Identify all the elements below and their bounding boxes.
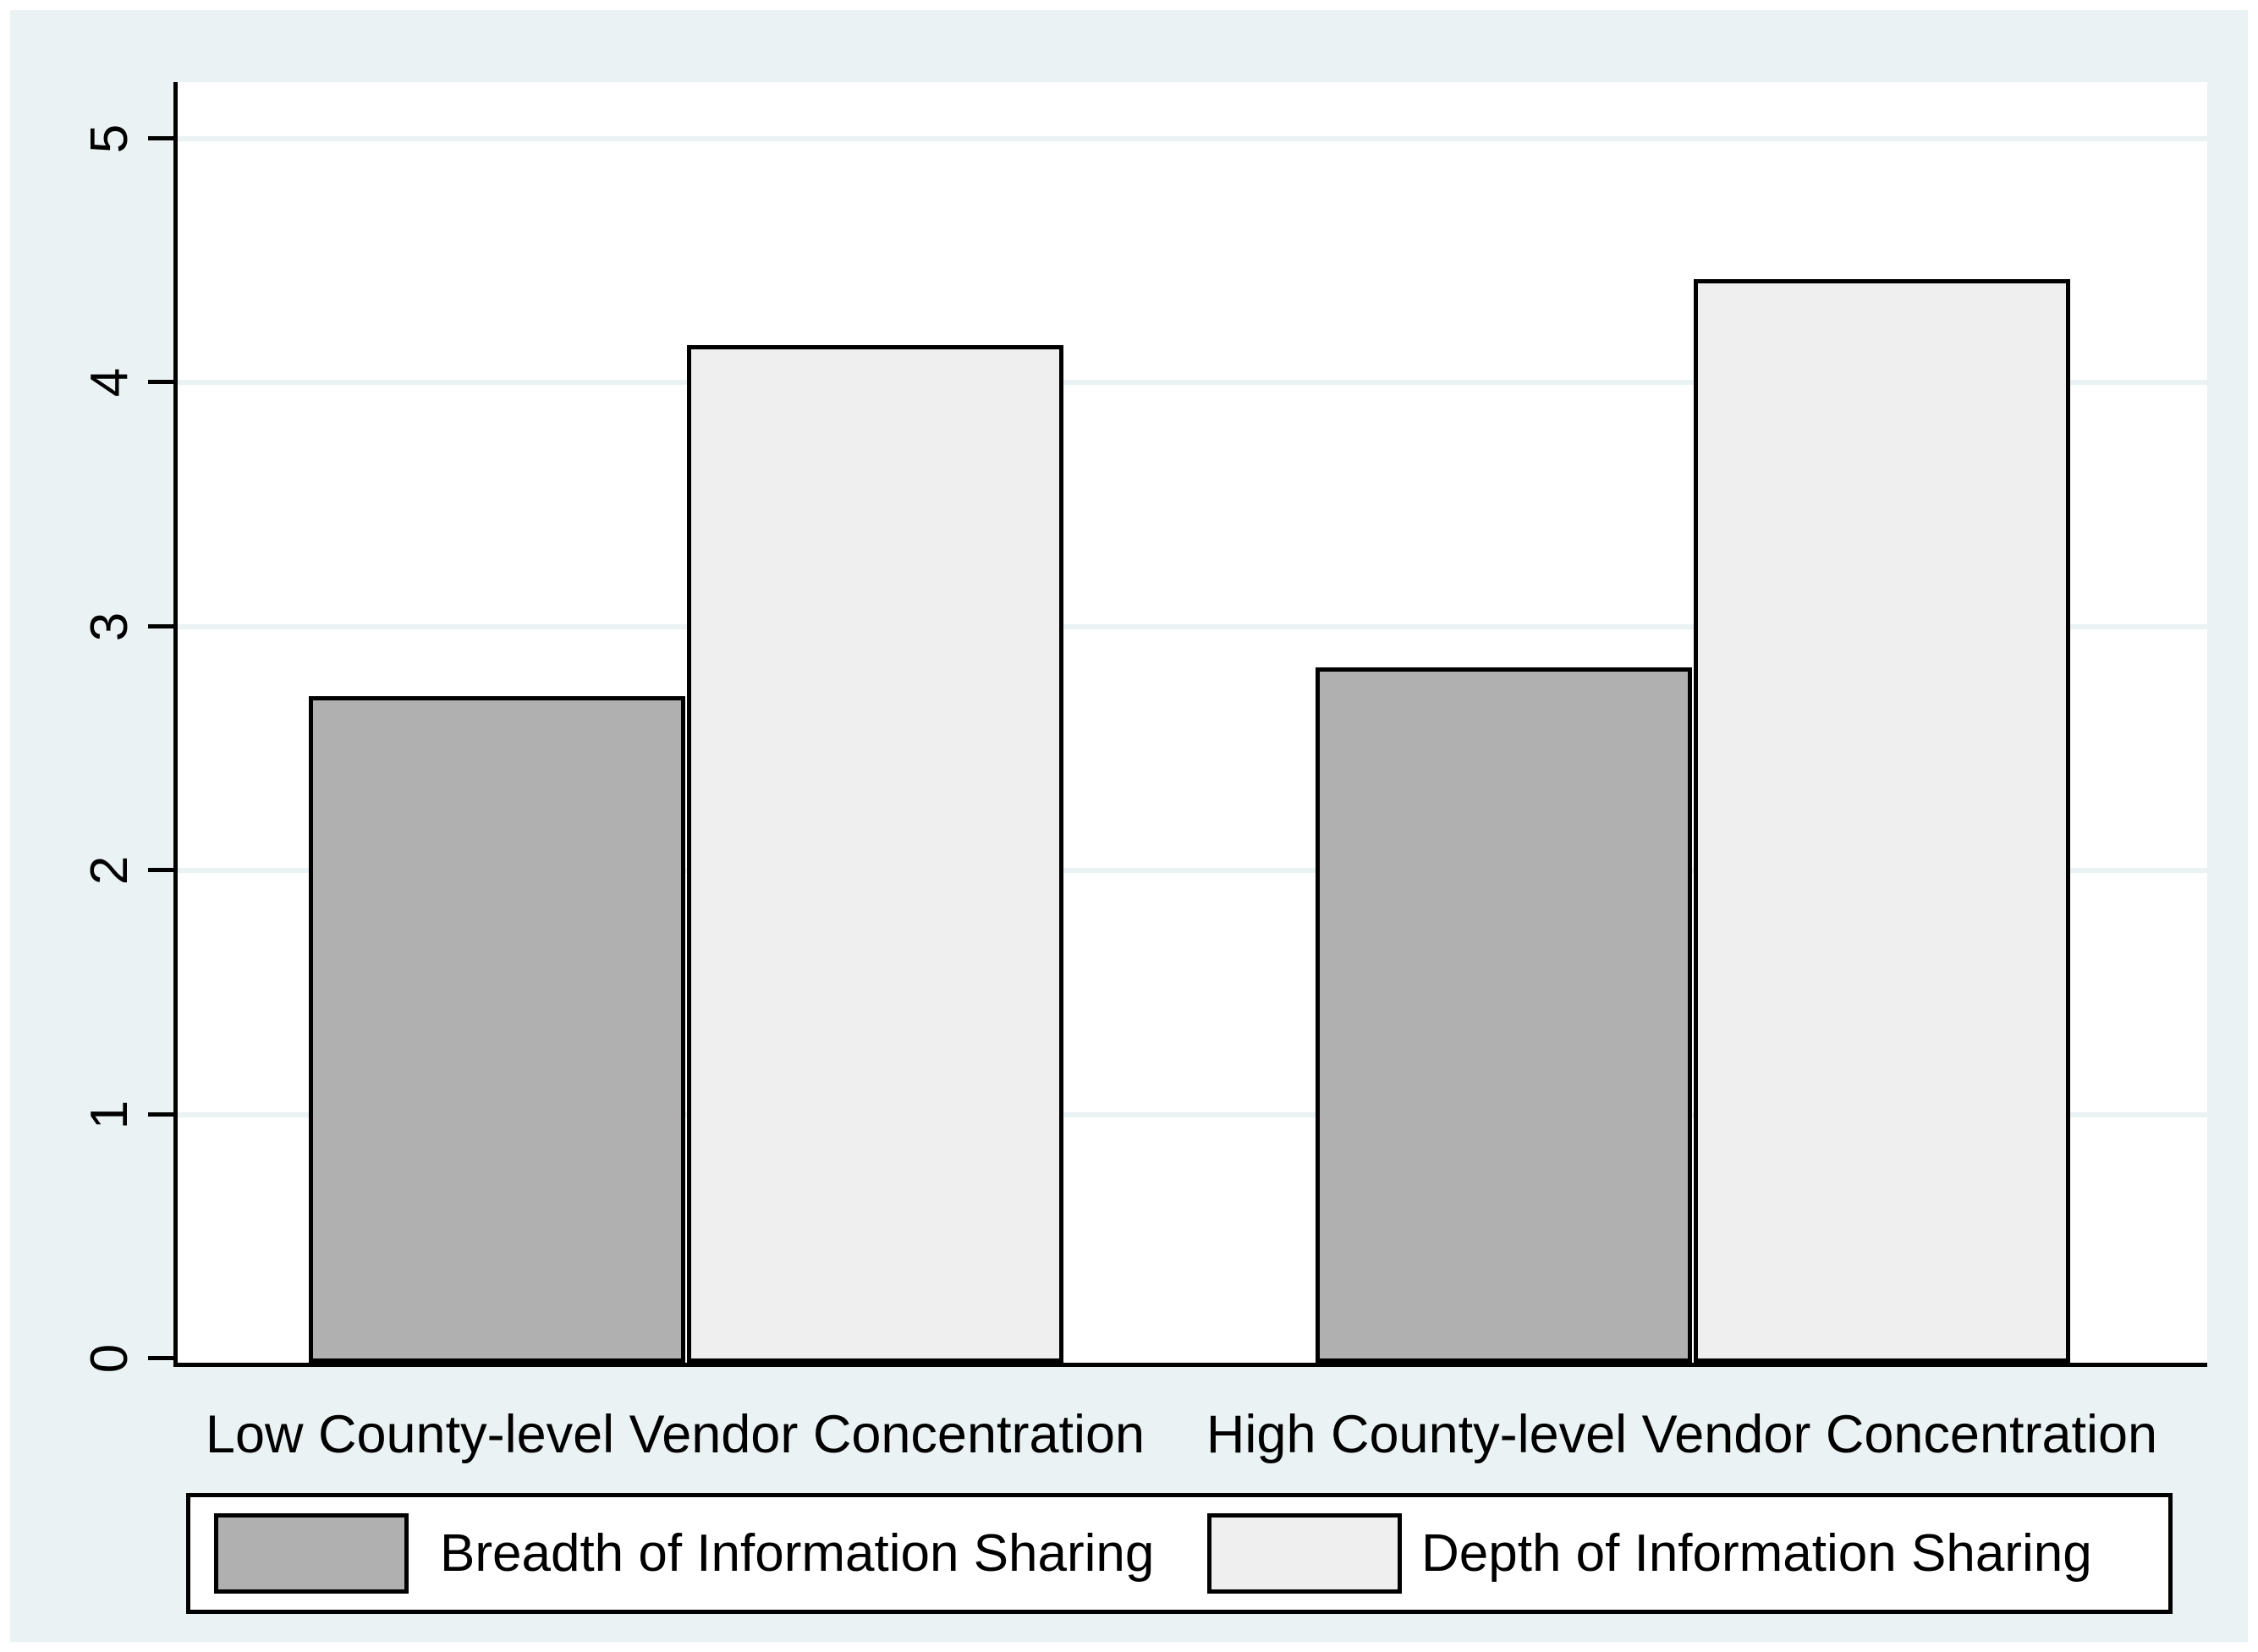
legend-label-breadth: Breadth of Information Sharing (440, 1524, 1155, 1583)
gridline (178, 135, 2207, 141)
x-axis-label-low: Low County-level Vendor Concentration (205, 1405, 1145, 1464)
y-tick (148, 623, 173, 628)
plot-area: 0 1 2 3 4 5 (80, 82, 2207, 1373)
y-tick (148, 135, 173, 140)
gridline (178, 1111, 2207, 1117)
x-axis-label-high: High County-level Vendor Concentration (1206, 1405, 2158, 1464)
y-tick (148, 1356, 173, 1360)
gridline (178, 623, 2207, 629)
y-tick-label: 2 (80, 855, 139, 886)
gridline (178, 868, 2207, 873)
bar (309, 696, 685, 1363)
y-tick (148, 380, 173, 384)
y-tick-label: 0 (80, 1343, 139, 1374)
legend-box: Breadth of Information Sharing Depth of … (186, 1493, 2173, 1614)
y-tick-label: 1 (80, 1100, 139, 1129)
y-tick-label: 4 (80, 367, 139, 398)
gridline (178, 380, 2207, 385)
bar (1316, 667, 1692, 1363)
y-tick-label: 5 (80, 123, 139, 153)
y-tick-label: 3 (80, 612, 139, 641)
y-tick (148, 868, 173, 872)
legend-swatch-breadth (214, 1513, 409, 1594)
bar (1694, 279, 2070, 1363)
graph-background: 0 1 2 3 4 5 Low County-level Vendor Concentra… (10, 10, 2248, 1642)
bar (687, 345, 1063, 1363)
legend-swatch-depth (1207, 1513, 1402, 1594)
legend-label-depth: Depth of Information Sharing (1421, 1524, 2092, 1583)
y-tick (148, 1111, 173, 1117)
